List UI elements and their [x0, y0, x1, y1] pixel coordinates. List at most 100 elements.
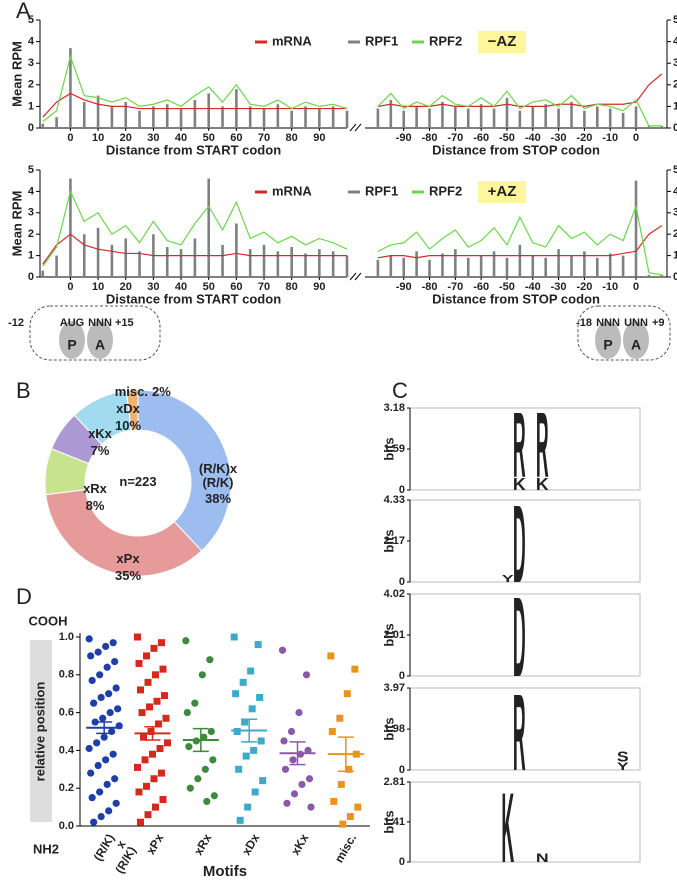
y-tick-label: 0 — [28, 122, 34, 134]
bar — [290, 110, 293, 128]
point — [302, 671, 311, 679]
x-tick-label: 50 — [203, 132, 215, 144]
y-tick-label: 0.4 — [59, 744, 75, 756]
point — [251, 788, 259, 796]
bar — [583, 251, 586, 277]
logo-letter: S — [617, 749, 629, 765]
site: P — [603, 337, 612, 353]
codon: AUG — [60, 317, 84, 329]
slice-label: (R/K)x (R/K) — [198, 461, 238, 490]
point — [102, 642, 110, 651]
point — [295, 709, 303, 717]
legend-label: RPF2 — [429, 33, 462, 48]
series-line — [377, 204, 662, 276]
slice-label: xRx — [83, 481, 107, 496]
bar — [221, 106, 224, 128]
point — [330, 797, 338, 805]
point — [198, 671, 206, 679]
x-axis-label: Distance from START codon — [106, 291, 281, 306]
logo-letter: Y — [502, 573, 514, 585]
point — [191, 699, 199, 707]
bar — [466, 257, 470, 277]
bar — [138, 110, 141, 128]
site: P — [67, 337, 76, 353]
point — [230, 633, 238, 641]
y-tick-label: 3 — [28, 57, 34, 69]
bar — [318, 249, 321, 277]
bar — [248, 106, 252, 128]
bar — [479, 255, 483, 277]
y-tick-label: 2 — [673, 79, 677, 91]
point — [103, 663, 111, 671]
x-tick-label: 50 — [203, 281, 215, 293]
series-line — [377, 73, 663, 108]
bar — [596, 106, 599, 128]
y-tick-label: 5 — [28, 14, 34, 26]
bar — [634, 180, 638, 277]
point — [88, 676, 96, 685]
y-tick-label: 2 — [28, 228, 34, 240]
y-tick-label: 3 — [673, 57, 677, 69]
bar — [304, 253, 307, 277]
x-tick-label: -60 — [473, 132, 489, 144]
point — [254, 641, 262, 649]
x-tick-label: -40 — [525, 132, 541, 144]
bar — [557, 249, 560, 277]
point — [164, 739, 171, 747]
point — [91, 718, 99, 726]
slice-value: 7% — [90, 443, 110, 458]
point — [244, 803, 252, 811]
x-tick-label: -40 — [525, 281, 541, 293]
legend-label: RPF1 — [365, 183, 398, 198]
y-tick-label: 0.0 — [59, 820, 74, 832]
y-tick-label: 1.59 — [384, 443, 405, 455]
y-tick-label: 0.8 — [59, 669, 74, 681]
bar — [331, 251, 335, 277]
bar — [660, 125, 664, 128]
logo-frame — [409, 781, 641, 863]
point — [304, 746, 312, 755]
bar — [152, 106, 155, 128]
x-tick-label: -10 — [602, 132, 618, 144]
y-tick-label: 4.02 — [384, 588, 405, 600]
slice-label: misc. — [114, 384, 148, 399]
y-tick-label: 1.41 — [384, 816, 405, 828]
bar — [345, 255, 349, 277]
y-tick-label: 0 — [399, 856, 405, 868]
point — [135, 788, 143, 796]
panel-label: B — [16, 378, 31, 403]
bar — [110, 106, 114, 128]
point — [257, 737, 265, 745]
x-tick-label: 70 — [258, 281, 270, 293]
point — [152, 803, 159, 811]
point — [182, 637, 190, 645]
x-tick-label: 80 — [286, 132, 298, 144]
y-tick-label: 0 — [673, 122, 677, 134]
point — [144, 811, 152, 819]
point — [183, 709, 191, 717]
logo-letter: N — [536, 852, 549, 865]
y-tick-label: 3 — [673, 207, 677, 219]
y-tick-label: 1 — [28, 100, 34, 112]
point — [152, 671, 159, 679]
axis-break — [349, 123, 362, 281]
y-tick-label: 1 — [673, 100, 677, 112]
point — [134, 633, 141, 641]
point — [259, 777, 267, 785]
diagram-label: -18 — [576, 317, 592, 329]
point — [106, 709, 114, 717]
point — [207, 727, 215, 736]
bar — [608, 253, 612, 277]
slice-label: xPx — [116, 551, 140, 566]
site: A — [631, 337, 641, 353]
bar — [544, 104, 547, 128]
bar — [415, 251, 418, 277]
point — [248, 705, 256, 713]
point — [337, 780, 345, 788]
bar — [531, 255, 535, 277]
panel-label: D — [16, 584, 32, 609]
point — [140, 733, 147, 741]
bar — [531, 106, 535, 128]
x-tick-label: -70 — [447, 132, 463, 144]
x-tick-label: -30 — [551, 132, 567, 144]
